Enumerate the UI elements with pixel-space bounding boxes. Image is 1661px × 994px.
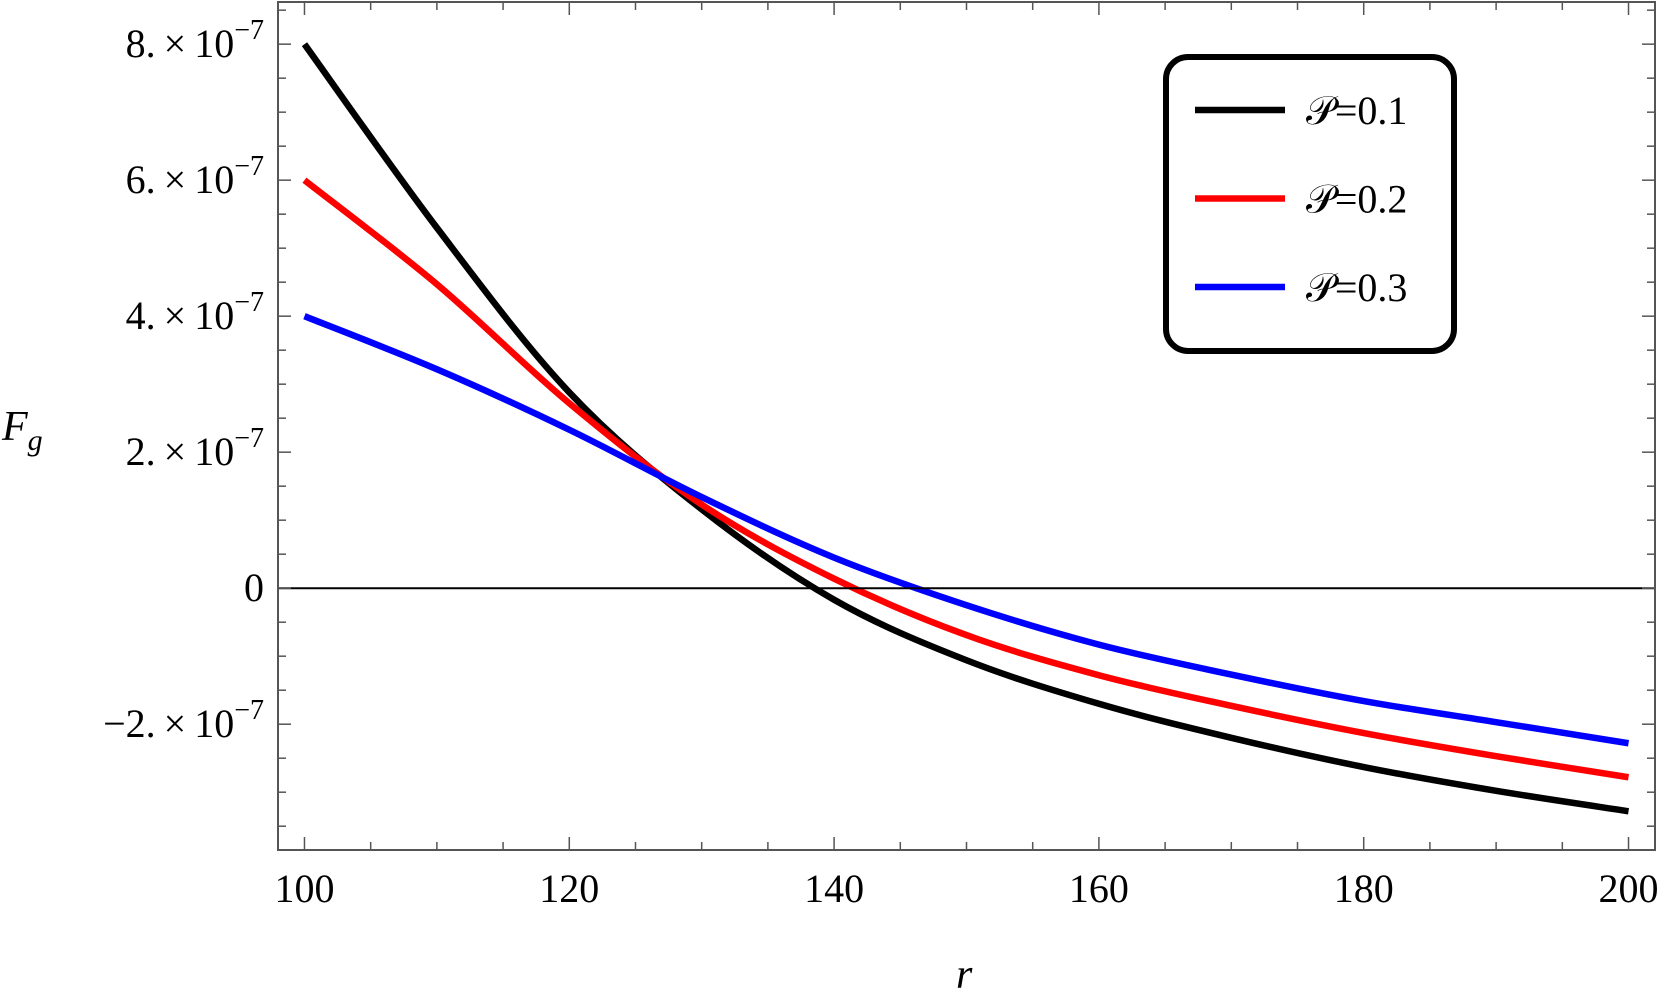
y-tick-label: 2. × 10−7 xyxy=(126,423,264,474)
series-line-2 xyxy=(302,177,1630,781)
y-axis-label: Fg xyxy=(1,404,43,457)
legend-box xyxy=(1163,54,1457,354)
x-tick-label: 160 xyxy=(1069,866,1129,911)
plot-frame xyxy=(277,1,1656,851)
y-tick-mantissa: 2. × 10 xyxy=(126,429,235,474)
series-line-1 xyxy=(301,42,1630,815)
y-tick-label: 0 xyxy=(244,565,264,610)
y-tick-labels: −2. × 10−702. × 10−74. × 10−76. × 10−78.… xyxy=(103,15,264,746)
y-tick-label: −2. × 10−7 xyxy=(103,695,264,746)
x-axis-label: r xyxy=(956,952,973,994)
y-tick-label: 6. × 10−7 xyxy=(126,151,264,202)
y-tick-mantissa: 6. × 10 xyxy=(126,157,235,202)
axis-ticks xyxy=(278,2,1655,850)
legend: 𝒫=0.1 𝒫=0.2 𝒫=0.3 xyxy=(1163,54,1457,354)
x-tick-label: 180 xyxy=(1334,866,1394,911)
legend-item: 𝒫=0.3 xyxy=(1195,265,1407,310)
y-tick-label: 8. × 10−7 xyxy=(126,15,264,66)
x-tick-label: 140 xyxy=(804,866,864,911)
legend-item: 𝒫=0.2 xyxy=(1195,177,1407,222)
x-tick-label: 200 xyxy=(1599,866,1659,911)
x-tick-labels: 100 120 140 160 180 200 xyxy=(274,866,1658,911)
y-tick-exponent: −7 xyxy=(234,423,264,454)
x-tick-label: 100 xyxy=(274,866,334,911)
y-tick-exponent: −7 xyxy=(234,287,264,318)
y-tick-mantissa: 8. × 10 xyxy=(126,21,235,66)
legend-label: 𝒫=0.2 xyxy=(1306,177,1407,222)
series-line-3 xyxy=(303,313,1630,747)
y-axis-label-subscript: g xyxy=(28,424,43,457)
x-tick-label: 120 xyxy=(539,866,599,911)
legend-item: 𝒫=0.1 xyxy=(1195,88,1407,133)
y-tick-label: 4. × 10−7 xyxy=(126,287,264,338)
legend-label: 𝒫=0.3 xyxy=(1306,265,1407,310)
legend-label: 𝒫=0.1 xyxy=(1306,88,1407,133)
y-tick-exponent: −7 xyxy=(234,15,264,46)
y-tick-exponent: −7 xyxy=(234,151,264,182)
y-tick-mantissa: −2. × 10 xyxy=(103,701,234,746)
y-tick-exponent: −7 xyxy=(234,695,264,726)
series-curves xyxy=(301,42,1630,815)
y-tick-mantissa: 4. × 10 xyxy=(126,293,235,338)
